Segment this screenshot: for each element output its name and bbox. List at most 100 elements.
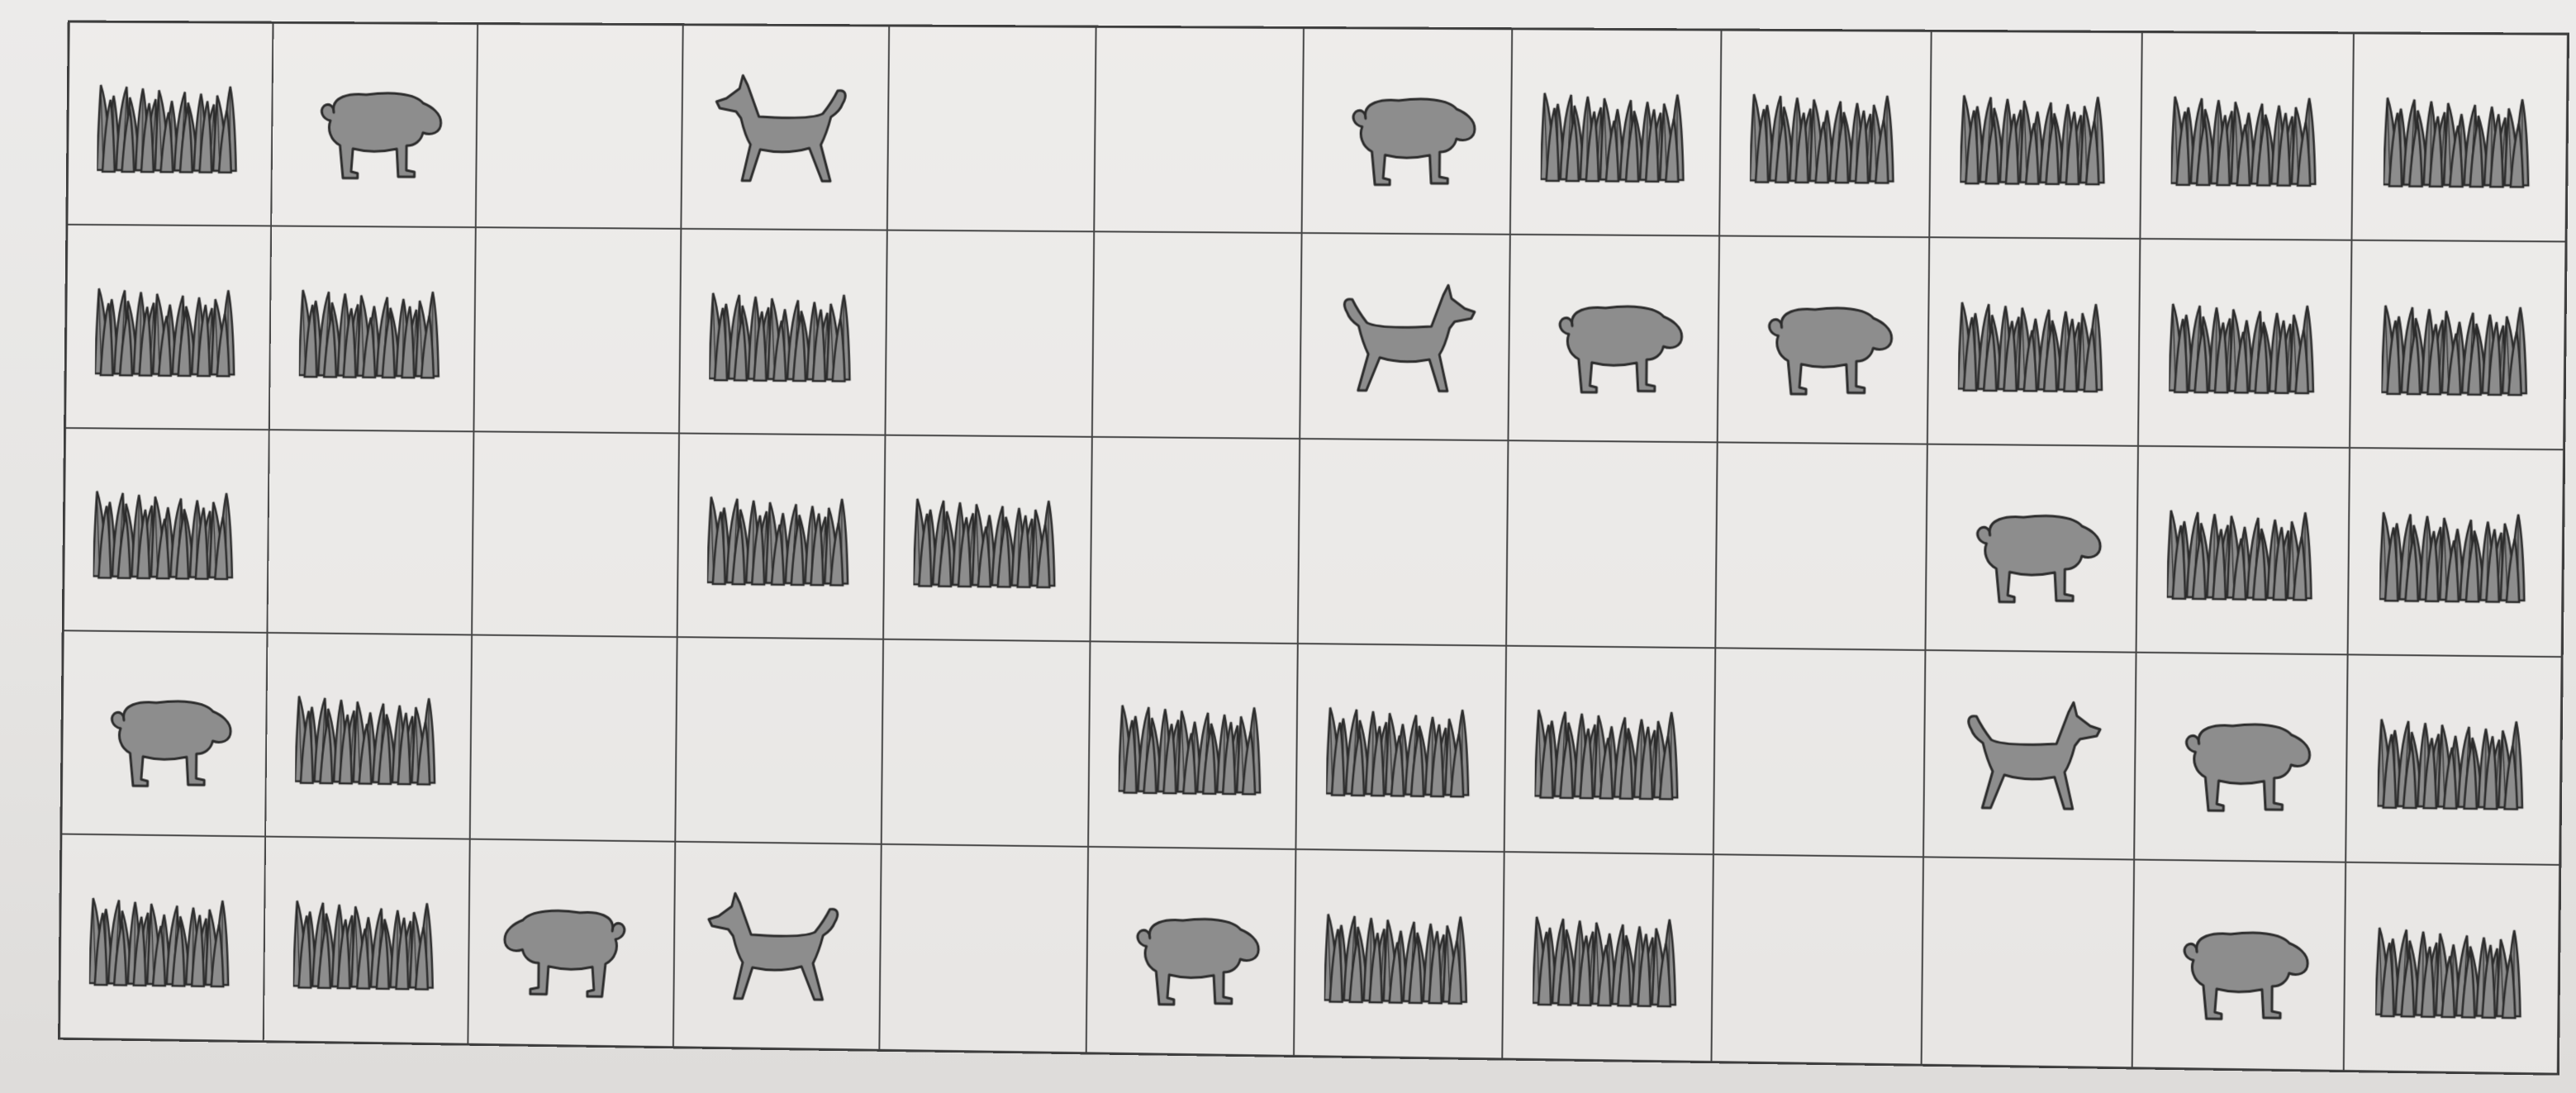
game-board (58, 20, 2570, 1076)
board-cell-r2-c12[interactable] (2350, 241, 2565, 451)
board-cell-r4-c5[interactable] (882, 639, 1091, 848)
board-cell-r2-c10[interactable] (1927, 238, 2141, 447)
board-cell-r3-c5[interactable] (884, 435, 1093, 643)
board-cell-r3-c6[interactable] (1091, 437, 1301, 645)
board-cell-r1-c4[interactable] (682, 26, 891, 231)
grass-tuft-icon (2169, 280, 2321, 406)
board-cell-r3-c4[interactable] (677, 434, 886, 640)
grass-tuft-icon (2377, 696, 2530, 824)
board-cell-r3-c10[interactable] (1926, 444, 2139, 653)
board-cell-r4-c10[interactable] (1924, 651, 2137, 861)
board-cell-r3-c7[interactable] (1298, 439, 1509, 647)
grass-tuft-icon (97, 62, 244, 186)
board-cell-r3-c12[interactable] (2348, 448, 2564, 658)
board-cell-r5-c9[interactable] (1712, 854, 1925, 1064)
grass-tuft-icon (707, 474, 856, 599)
board-cell-r4-c3[interactable] (470, 635, 678, 843)
board-cell-r4-c1[interactable] (62, 631, 269, 838)
board-cell-r5-c11[interactable] (2132, 860, 2347, 1070)
sheep-icon (2165, 694, 2317, 820)
board-cell-r1-c11[interactable] (2141, 33, 2355, 242)
board-cell-r3-c9[interactable] (1716, 443, 1928, 652)
grass-tuft-icon (1533, 893, 1683, 1019)
sheep-icon (1956, 485, 2108, 611)
grass-tuft-icon (913, 476, 1062, 601)
board-cell-r5-c4[interactable] (673, 842, 882, 1049)
grass-tuft-icon (2379, 489, 2532, 615)
grass-tuft-icon (295, 673, 442, 798)
grass-tuft-icon (1324, 891, 1474, 1017)
grass-tuft-icon (2375, 904, 2528, 1031)
grass-tuft-icon (1118, 682, 1267, 808)
grass-tuft-icon (2384, 74, 2536, 201)
sheep-icon (1116, 888, 1266, 1014)
board-cell-r1-c1[interactable] (68, 22, 274, 227)
board-cell-r1-c6[interactable] (1095, 27, 1305, 235)
grass-tuft-icon (299, 267, 446, 391)
board-cell-r2-c11[interactable] (2138, 240, 2353, 449)
board-cell-r5-c10[interactable] (1922, 857, 2136, 1067)
grass-tuft-icon (1960, 72, 2112, 197)
grass-tuft-icon (1325, 685, 1476, 810)
board-cell-r4-c12[interactable] (2346, 655, 2561, 866)
board-cell-r5-c3[interactable] (468, 839, 677, 1047)
sheep-icon (91, 671, 238, 795)
board-cell-r4-c4[interactable] (676, 638, 885, 845)
board-cell-r1-c10[interactable] (1930, 31, 2143, 240)
grass-tuft-icon (1534, 687, 1685, 813)
board-cell-r3-c2[interactable] (268, 430, 475, 636)
grass-tuft-icon (89, 875, 236, 1000)
board-cell-r2-c9[interactable] (1718, 236, 1931, 445)
board-cell-r5-c1[interactable] (60, 834, 267, 1041)
board-cell-r3-c1[interactable] (64, 428, 270, 634)
board-cell-r1-c12[interactable] (2352, 34, 2567, 243)
sheep-icon (1747, 278, 1899, 403)
board-cell-r3-c3[interactable] (473, 432, 680, 639)
board-cell-r5-c7[interactable] (1295, 849, 1505, 1058)
board-cell-r2-c8[interactable] (1509, 235, 1721, 444)
board-cell-r4-c7[interactable] (1296, 644, 1508, 853)
sheep-icon (2163, 901, 2315, 1029)
board-cell-r2-c5[interactable] (886, 230, 1096, 438)
board-cell-r5-c2[interactable] (264, 837, 471, 1043)
grass-tuft-icon (93, 468, 240, 592)
board-cell-r1-c8[interactable] (1510, 30, 1723, 237)
board-cell-r2-c2[interactable] (269, 226, 477, 433)
board-cell-r1-c5[interactable] (887, 26, 1097, 233)
board-cell-r5-c6[interactable] (1086, 847, 1297, 1055)
grass-tuft-icon (2170, 74, 2322, 199)
board-cell-r2-c1[interactable] (66, 226, 273, 430)
grass-tuft-icon (2381, 282, 2534, 408)
board-cell-r5-c5[interactable] (880, 844, 1090, 1053)
board-cell-r1-c7[interactable] (1302, 29, 1514, 236)
board-cell-r2-c4[interactable] (679, 230, 888, 436)
board-cell-r4-c2[interactable] (266, 634, 473, 840)
dog-icon (711, 65, 859, 189)
board-cell-r4-c9[interactable] (1713, 649, 1927, 858)
board-cell-r5-c12[interactable] (2344, 863, 2559, 1073)
board-cell-r3-c8[interactable] (1507, 440, 1718, 649)
grass-tuft-icon (1750, 71, 1901, 197)
grass-tuft-icon (1540, 70, 1690, 195)
board-cell-r1-c9[interactable] (1720, 31, 1932, 239)
board-cell-r2-c7[interactable] (1300, 234, 1511, 441)
grass-tuft-icon (95, 265, 242, 389)
dog-icon (703, 883, 852, 1009)
board-cell-r4-c8[interactable] (1504, 646, 1717, 855)
grass-tuft-icon (2167, 487, 2319, 613)
board-cell-r4-c11[interactable] (2135, 653, 2349, 863)
sheep-icon (301, 64, 448, 188)
board-cell-r4-c6[interactable] (1089, 642, 1299, 850)
sheep-icon (1538, 276, 1689, 402)
sheep-icon (497, 880, 645, 1005)
board-cell-r2-c6[interactable] (1092, 232, 1303, 440)
board-cell-r3-c11[interactable] (2136, 446, 2351, 656)
board-cell-r2-c3[interactable] (474, 228, 682, 435)
board-cell-r5-c8[interactable] (1503, 852, 1714, 1062)
board-cell-r1-c2[interactable] (272, 23, 479, 229)
grass-tuft-icon (293, 877, 440, 1002)
dog-icon (1330, 274, 1480, 400)
grass-tuft-icon (1958, 278, 2110, 404)
board-cell-r1-c3[interactable] (476, 24, 684, 230)
